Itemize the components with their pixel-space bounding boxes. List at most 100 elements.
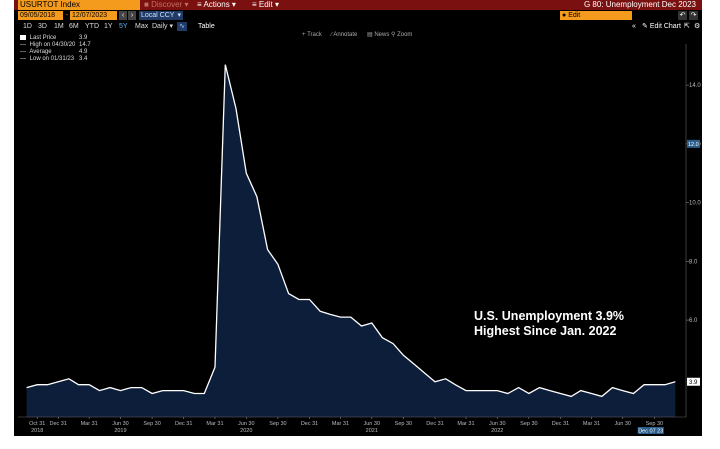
period-6m[interactable]: 6M: [69, 23, 79, 30]
x-tick-label: Dec 31: [426, 421, 443, 427]
period-1d[interactable]: 1D: [23, 23, 32, 30]
edit-chart-label: Edit Chart: [649, 23, 681, 30]
chart-annotation: U.S. Unemployment 3.9% Highest Since Jan…: [474, 309, 624, 338]
x-tick-label: Dec 31: [301, 421, 318, 427]
legend-label: Average: [29, 49, 52, 56]
x-tick-label: Dec 31: [552, 421, 569, 427]
period-5y[interactable]: 5Y: [119, 23, 128, 30]
news-icon: ▤: [367, 32, 373, 38]
y-tick-label: 10.0: [689, 201, 701, 207]
legend-label: High on 04/30/20: [29, 42, 76, 49]
collapse-icon[interactable]: «: [632, 23, 636, 30]
start-date-field[interactable]: 09/05/2018: [18, 11, 63, 20]
date-range-bar: 09/05/2018 - 12/07/2023 ‹ › Local CCY ▾ …: [14, 11, 702, 21]
legend-low: — Low on 01/31/23 3.4: [20, 56, 87, 63]
chevron-down-icon: ▾: [231, 0, 236, 9]
x-tick-label: Jun 30: [614, 421, 631, 427]
period-1y[interactable]: 1Y: [104, 23, 113, 30]
end-date-field[interactable]: 12/07/2023: [70, 11, 117, 20]
y-marker-box: [687, 139, 700, 148]
edit-menu[interactable]: ≡ Edit ▾: [252, 0, 279, 10]
legend-value: 4.9: [79, 49, 88, 55]
frequency-select[interactable]: Daily ▾: [152, 22, 173, 31]
redo-icon[interactable]: ↷: [689, 11, 698, 20]
line-chart-icon[interactable]: ∿: [177, 22, 187, 31]
x-end-label: Dec 07 23: [638, 429, 663, 435]
legend-label: Last Price: [29, 35, 57, 42]
search-placeholder: Edit: [568, 12, 581, 19]
discover-icon: ■: [144, 0, 149, 9]
period-max[interactable]: Max: [135, 23, 149, 30]
legend-value: 3.4: [79, 56, 88, 62]
y-marker-label: 12.0: [688, 142, 699, 148]
chevron-down-icon: ▾: [169, 23, 174, 30]
x-year-label: 2020: [240, 428, 252, 434]
actions-label: Actions: [203, 0, 230, 9]
window-title: G 80: Unemployment Dec 2023: [583, 0, 696, 9]
y-tick-label: 6.0: [689, 318, 698, 324]
actions-menu[interactable]: ≡ Actions ▾: [197, 0, 236, 10]
table-button[interactable]: Table: [198, 23, 215, 30]
ticker-field[interactable]: USURTOT Index: [18, 0, 140, 10]
x-tick-label: Sep 30: [269, 421, 286, 427]
legend-last-price: Last Price 3.9: [20, 35, 87, 42]
frequency-label: Daily: [152, 23, 168, 30]
x-tick-label: Jun 30: [112, 421, 129, 427]
y-tick-label: 8.0: [689, 259, 698, 265]
expand-icon[interactable]: ⇱: [684, 23, 690, 30]
track-tool[interactable]: + Track: [302, 31, 322, 39]
chevron-down-icon: ▾: [184, 0, 189, 9]
pencil-icon: ✎: [642, 23, 648, 30]
x-year-label: 2018: [31, 428, 43, 434]
news-label: News: [374, 32, 390, 38]
discover-menu[interactable]: ■ Discover ▾: [144, 0, 188, 10]
crosshair-icon: +: [302, 32, 306, 38]
title-bar: USURTOT Index ■ Discover ▾ ≡ Actions ▾ ≡…: [14, 0, 702, 10]
x-tick-label: Sep 30: [520, 421, 537, 427]
actions-icon: ≡: [197, 0, 202, 9]
edit-icon: ≡: [252, 0, 257, 9]
x-tick-label: Mar 31: [457, 421, 474, 427]
currency-label: Local CCY: [141, 12, 175, 19]
x-tick-label: Mar 31: [332, 421, 349, 427]
series-area: [26, 64, 676, 417]
x-tick-label: Jun 30: [238, 421, 255, 427]
x-tick-label: Jun 30: [489, 421, 506, 427]
next-icon[interactable]: ›: [128, 11, 136, 20]
news-tool[interactable]: ▤ News: [367, 31, 389, 39]
last-price-label: 3.9: [689, 380, 698, 386]
search-input[interactable]: ● Edit: [560, 11, 632, 20]
x-year-label: 2022: [491, 428, 503, 434]
legend-key: —: [20, 56, 26, 62]
undo-icon[interactable]: ↶: [678, 11, 687, 20]
x-year-label: 2021: [366, 428, 378, 434]
annotation-line-2: Highest Since Jan. 2022: [474, 323, 617, 338]
period-1m[interactable]: 1M: [54, 23, 64, 30]
annotation-line-1: U.S. Unemployment 3.9%: [474, 309, 625, 323]
x-tick-label: Jun 30: [364, 421, 381, 427]
x-tick-label: Mar 31: [206, 421, 223, 427]
prev-icon[interactable]: ‹: [119, 11, 127, 20]
period-ytd[interactable]: YTD: [85, 23, 99, 30]
legend-label: Low on 01/31/23: [29, 56, 75, 63]
period-bar: 1D 3D 1M 6M YTD 1Y 5Y Max Daily ▾ ∿ Tabl…: [14, 22, 702, 31]
x-year-label: 2019: [114, 428, 126, 434]
annotate-label: Annotate: [333, 32, 358, 38]
legend-key: [20, 35, 26, 40]
period-3d[interactable]: 3D: [38, 23, 47, 30]
zoom-label: Zoom: [397, 32, 413, 38]
edit-chart-button[interactable]: ✎ Edit Chart: [642, 22, 681, 31]
annotate-icon: ∕: [331, 32, 333, 38]
y-tick-label: 14.0: [689, 83, 701, 89]
x-tick-label: Dec 31: [175, 421, 192, 427]
x-tick-label: Mar 31: [583, 421, 600, 427]
currency-select[interactable]: Local CCY ▾: [139, 11, 183, 20]
gear-icon[interactable]: ⚙: [694, 23, 701, 30]
chart-window: USURTOT Index ■ Discover ▾ ≡ Actions ▾ ≡…: [14, 0, 702, 436]
zoom-tool[interactable]: ⚲ Zoom: [391, 31, 412, 39]
legend-high: — High on 04/30/20 14.7: [20, 42, 91, 49]
series-line: [26, 64, 676, 398]
last-price-box: [687, 377, 700, 386]
annotate-tool[interactable]: ∕ Annotate: [331, 31, 357, 39]
